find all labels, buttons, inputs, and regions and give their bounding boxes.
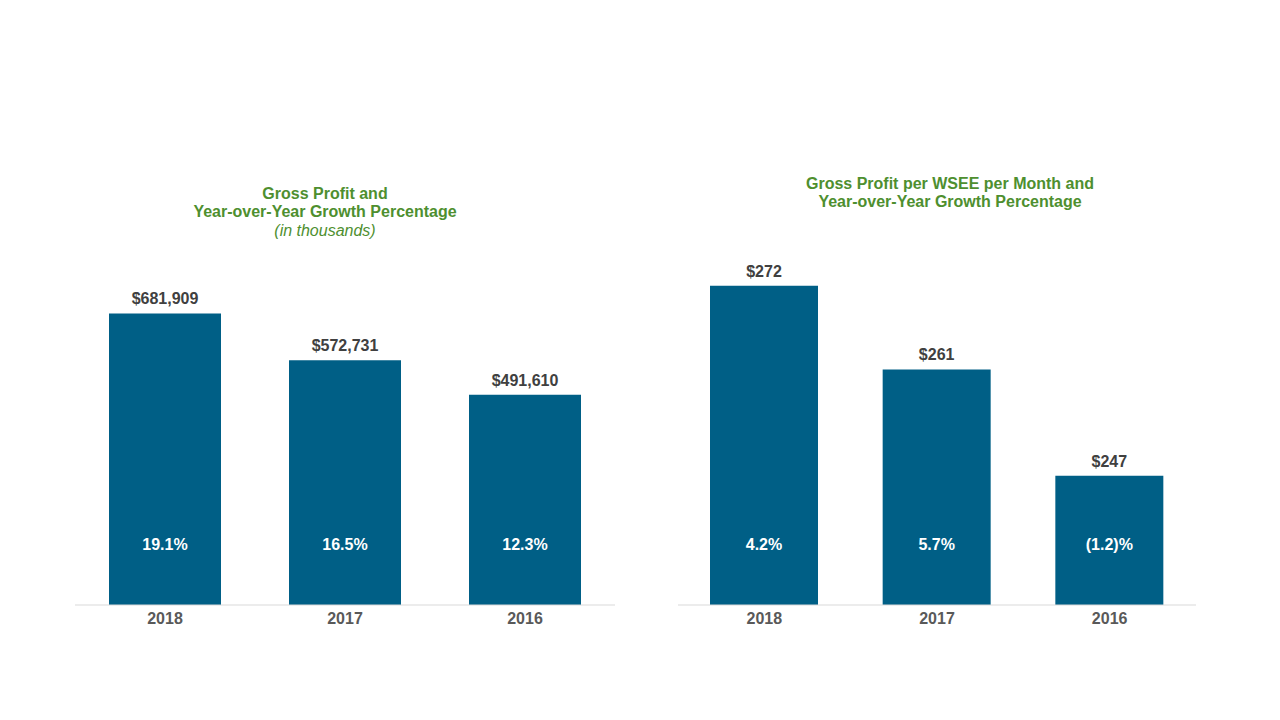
svg-text:4.2%: 4.2% [746,536,782,553]
html-text:(in thousands): (in thousands) [274,222,376,239]
html-text:Year-over-Year Growth Percenta: Year-over-Year Growth Percentage [193,203,457,220]
svg-text:(1.2)%: (1.2)% [1086,536,1133,553]
svg-text:2017: 2017 [327,610,363,627]
svg-text:2016: 2016 [507,610,543,627]
svg-text:2016: 2016 [1092,610,1128,627]
svg-text:2018: 2018 [147,610,183,627]
html-text:Gross Profit and: Gross Profit and [262,185,388,202]
svg-text:5.7%: 5.7% [918,536,954,553]
svg-text:2018: 2018 [747,610,783,627]
svg-text:16.5%: 16.5% [322,536,367,553]
svg-text:2017: 2017 [919,610,955,627]
html-text:Gross Profit per WSEE per Mont: Gross Profit per WSEE per Month and [806,175,1094,192]
svg-text:19.1%: 19.1% [142,536,187,553]
svg-text:$681,909: $681,909 [132,290,199,307]
svg-text:12.3%: 12.3% [502,536,547,553]
svg-text:$247: $247 [1092,453,1128,470]
svg-text:$272: $272 [746,263,782,280]
svg-text:$572,731: $572,731 [312,337,379,354]
svg-text:$261: $261 [919,346,955,363]
html-text:Year-over-Year Growth Percenta: Year-over-Year Growth Percentage [818,193,1082,210]
svg-text:$491,610: $491,610 [492,372,559,389]
